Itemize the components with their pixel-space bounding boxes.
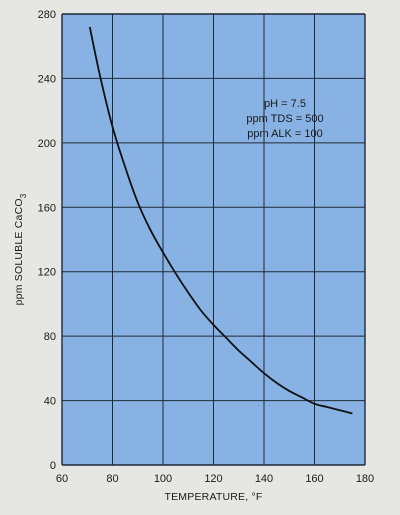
y-tick-label: 40: [44, 396, 56, 408]
x-tick-label: 180: [356, 473, 374, 485]
x-tick-label: 120: [204, 473, 222, 485]
annotation-line: pH = 7.5: [264, 98, 306, 110]
y-axis-label-subscript: 3: [19, 193, 28, 198]
y-axis-label: ppm SOLUBLE CaCO3: [13, 193, 28, 305]
y-tick-label: 280: [38, 9, 56, 21]
grid-lines: [61, 13, 366, 466]
y-tick-labels: 0 40 80 120 160 200 240 280: [38, 9, 56, 472]
y-tick-label: 200: [38, 138, 56, 150]
x-tick-label: 100: [154, 473, 172, 485]
y-tick-label: 0: [50, 460, 56, 472]
y-axis-label-main: ppm SOLUBLE CaCO: [13, 198, 25, 305]
x-tick-label: 60: [56, 473, 68, 485]
y-tick-label: 240: [38, 73, 56, 85]
x-axis-label: TEMPERATURE, °F: [164, 491, 262, 503]
annotation-line: ppm TDS = 500: [246, 113, 323, 125]
y-tick-label: 80: [44, 331, 56, 343]
y-tick-label: 160: [38, 202, 56, 214]
series-line: [88, 26, 353, 415]
x-tick-labels: 60 80 100 120 140 160 180: [56, 473, 374, 485]
x-tick-label: 80: [106, 473, 118, 485]
annotation-line: ppm ALK = 100: [247, 128, 323, 140]
annotation-block: pH = 7.5 ppm TDS = 500 ppm ALK = 100: [246, 98, 323, 140]
y-tick-label: 120: [38, 267, 56, 279]
x-tick-label: 140: [255, 473, 273, 485]
x-tick-label: 160: [305, 473, 323, 485]
